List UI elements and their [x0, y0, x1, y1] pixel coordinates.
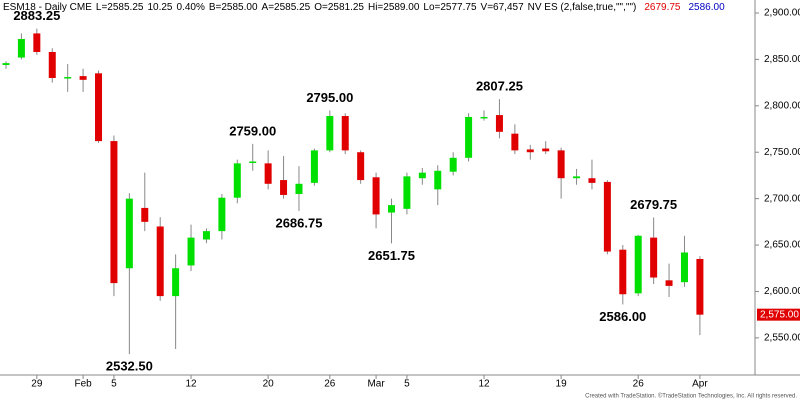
annotation: 2795.00 [306, 90, 353, 105]
candle-body [141, 207, 149, 222]
x-tick-label: 26 [324, 379, 336, 390]
x-tick-label: Apr [692, 379, 708, 390]
candle-body [156, 226, 164, 297]
indicator-high: 2679.75 [644, 2, 681, 13]
candle-body [326, 116, 334, 151]
open: O=2581.25 [314, 2, 364, 13]
header: ESM18 - Daily CME L=2585.25 10.25 0.40% B=25… [3, 2, 725, 13]
low: Lo=2577.75 [423, 2, 477, 13]
candle-body [264, 163, 272, 184]
x-tick-label: Mar [367, 379, 385, 390]
candle-body [588, 178, 596, 183]
candle-body [357, 152, 365, 181]
candle-body [280, 180, 288, 195]
ask: A=2585.25 [262, 2, 311, 13]
x-tick-label: 20 [263, 379, 275, 390]
candle-body [48, 51, 56, 78]
x-tick-label: 12 [185, 379, 197, 390]
y-tick-label: 2,800.00 [764, 100, 800, 111]
symbol: ESM18 - Daily CME [3, 2, 92, 13]
candle-body [202, 231, 210, 240]
candle-body [495, 115, 503, 132]
candle-body [79, 76, 87, 80]
candle-body [17, 38, 25, 58]
candle-body [526, 149, 534, 153]
candle-body [650, 237, 658, 278]
candle-body [310, 150, 318, 183]
annotation: 2679.75 [630, 197, 677, 212]
candle-body [64, 77, 72, 79]
high: Hi=2589.00 [368, 2, 420, 13]
candle-body [465, 116, 473, 158]
change-pct: 0.40% [177, 2, 205, 13]
candle-body [110, 141, 118, 284]
x-tick-label: Feb [74, 379, 92, 390]
candle-body [434, 170, 442, 190]
y-tick-label: 2,650.00 [764, 240, 800, 251]
candle-body [619, 249, 627, 295]
x-tick-label: 29 [31, 379, 43, 390]
y-tick-label: 2,750.00 [764, 147, 800, 158]
indicator: NV ES (2,false,true,"","") [528, 2, 637, 13]
candle-body [172, 268, 180, 297]
y-tick-label: 2,550.00 [764, 333, 800, 344]
x-tick-label: 5 [111, 379, 117, 390]
candle-body [388, 205, 395, 213]
candle-body [696, 258, 704, 315]
candle-body [542, 148, 550, 152]
volume: V=67,457 [481, 2, 525, 13]
x-tick-label: 5 [404, 379, 410, 390]
candle-body [573, 176, 581, 179]
indicator-low: 2586.00 [688, 2, 725, 13]
y-tick-label: 2,850.00 [764, 54, 800, 65]
candle-body [680, 252, 688, 283]
bid: B=2585.00 [209, 2, 258, 13]
annotation: 2759.00 [229, 123, 276, 138]
candle-body [218, 197, 226, 232]
candle-body [95, 73, 103, 142]
candle-body [295, 183, 303, 194]
footer: Created with TradeStation. ©TradeStation… [585, 393, 797, 400]
candle-body [557, 150, 565, 179]
x-tick-label: 12 [478, 379, 490, 390]
annotation: 2686.75 [275, 215, 322, 230]
candle-body [418, 172, 426, 179]
candle-body [603, 181, 611, 252]
candle-body [2, 63, 10, 65]
candle-body [33, 33, 41, 52]
candle-body [187, 237, 195, 266]
y-tick-label: 2,600.00 [764, 286, 800, 297]
last-price-box [757, 308, 800, 321]
annotation: 2883.25 [13, 8, 60, 23]
y-tick-label: 2,700.00 [764, 193, 800, 204]
annotation: 2532.50 [106, 359, 153, 374]
candle-body [403, 176, 411, 209]
last: L=2585.25 [96, 2, 144, 13]
candle-body [341, 116, 349, 151]
candle-body [249, 161, 257, 164]
candle-body [634, 235, 642, 294]
y-tick-label: 2,900.00 [764, 8, 800, 19]
candle-body [665, 280, 673, 286]
annotation: 2586.00 [599, 309, 646, 324]
candle-body [449, 157, 457, 172]
candle-body [511, 133, 519, 151]
x-tick-label: 19 [556, 379, 568, 390]
candle-body [372, 177, 380, 215]
candle-body [125, 198, 133, 269]
candle-body [233, 163, 241, 198]
annotation: 2651.75 [368, 248, 415, 263]
annotation: 2807.25 [476, 79, 523, 94]
candle-body [480, 116, 488, 119]
change: 10.25 [147, 2, 172, 13]
last-price-label: 2,575.00 [760, 309, 799, 320]
x-tick-label: 26 [633, 379, 645, 390]
